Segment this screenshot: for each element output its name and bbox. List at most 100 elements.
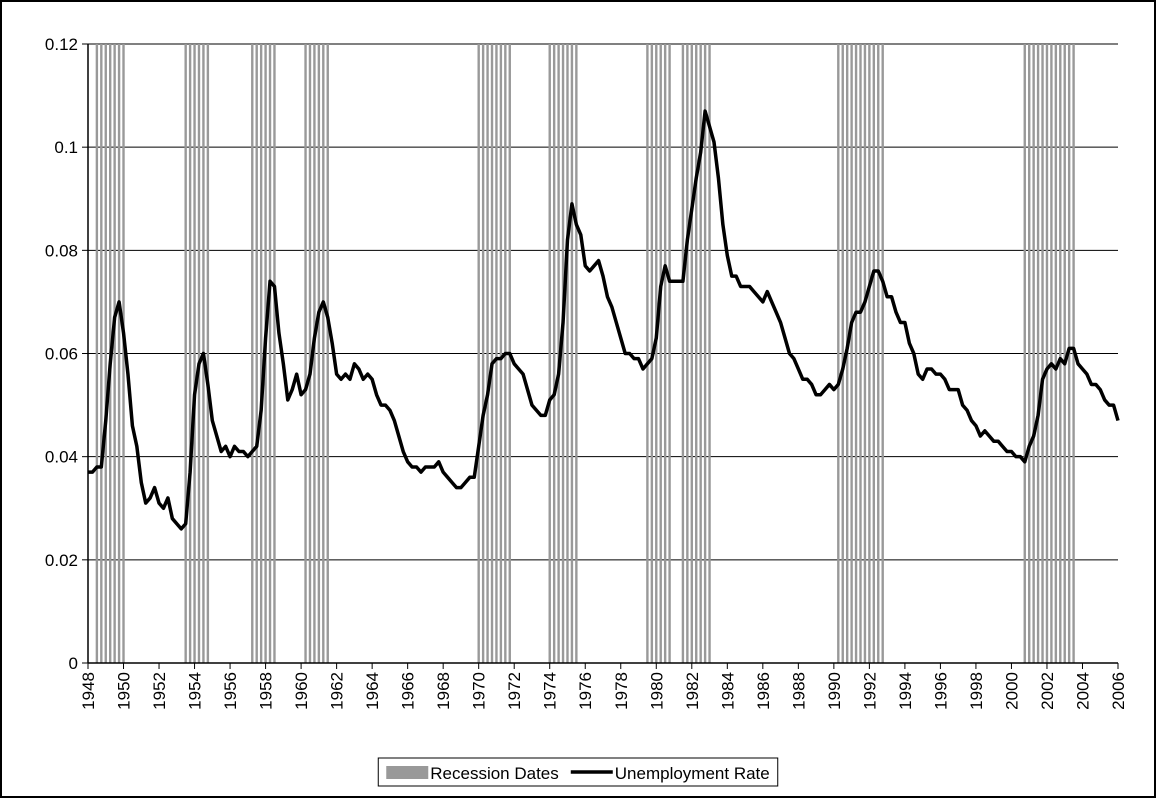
recession-bar (1028, 44, 1031, 663)
recession-bar (690, 44, 693, 663)
recession-bar (699, 44, 702, 663)
recession-bar (490, 44, 494, 663)
recession-bar (570, 44, 574, 663)
recession-bar (877, 44, 880, 663)
recession-bar (561, 44, 565, 663)
recession-bar (100, 44, 103, 663)
x-tick-label: 1980 (647, 672, 666, 710)
recession-bar (681, 44, 685, 663)
x-tick-label: 1978 (612, 672, 631, 710)
lines (88, 109, 1120, 531)
recession-bar (841, 44, 844, 663)
recession-bar (663, 44, 667, 663)
x-tick-label: 1962 (328, 672, 347, 710)
recession-bar (646, 44, 649, 663)
y-tick-label: 0.08 (45, 241, 78, 260)
x-tick-label: 1960 (292, 672, 311, 710)
recession-bar (655, 44, 658, 663)
recession-bar (837, 44, 840, 663)
recession-bar (251, 44, 254, 663)
recession-bar (184, 44, 187, 663)
x-tick-label: 1992 (860, 672, 879, 710)
x-tick-label: 1998 (967, 672, 986, 710)
legend-swatch (386, 766, 429, 779)
recession-bar (1054, 44, 1058, 663)
x-tick-label: 1958 (257, 672, 276, 710)
recession-bar (1036, 44, 1040, 663)
recession-bar (304, 44, 307, 663)
y-tick-label: 0.06 (45, 345, 78, 364)
x-tick-label: 1952 (150, 672, 169, 710)
recession-bar (566, 44, 569, 663)
recession-bar (197, 44, 201, 663)
x-tick-label: 1948 (79, 672, 98, 710)
x-tick-label: 1976 (576, 672, 595, 710)
recession-bar (206, 44, 210, 663)
x-tick-label: 1988 (789, 672, 808, 710)
recession-bar (686, 44, 689, 663)
x-tick-label: 1964 (363, 672, 382, 710)
y-tick-label: 0.1 (54, 138, 78, 157)
recession-bar (499, 44, 503, 663)
recession-bar (1041, 44, 1044, 663)
x-tick-label: 1984 (718, 672, 737, 710)
x-tick-label: 1950 (115, 672, 134, 710)
x-tick-label: 1954 (186, 672, 205, 710)
recession-bar (708, 44, 711, 663)
recession-bar (548, 44, 551, 663)
x-tick-label: 2006 (1109, 672, 1128, 710)
recession-bar (1063, 44, 1066, 663)
recession-bar (859, 44, 862, 663)
recession-bar (863, 44, 867, 663)
recession-bar (1050, 44, 1053, 663)
recession-bar (557, 44, 560, 663)
recession-bar (659, 44, 662, 663)
recession-bar (695, 44, 698, 663)
x-tick-label: 1956 (221, 672, 240, 710)
recession-bar (495, 44, 498, 663)
x-tick-label: 1966 (399, 672, 418, 710)
x-tick-label: 1996 (931, 672, 950, 710)
recession-bar (872, 44, 876, 663)
recession-bar (268, 44, 272, 663)
recession-bar (95, 44, 99, 663)
recession-bar (575, 44, 578, 663)
y-tick-label: 0.12 (45, 35, 78, 54)
legend-label: Unemployment Rate (615, 764, 770, 783)
x-tick-label: 2000 (1002, 672, 1021, 710)
recession-bar (193, 44, 196, 663)
recession-bar (255, 44, 258, 663)
recession-bar (188, 44, 192, 663)
unemployment-line (88, 109, 1120, 531)
recession-bar (273, 44, 276, 663)
y-tick-label: 0.02 (45, 551, 78, 570)
recession-bar (259, 44, 263, 663)
recession-bar (703, 44, 707, 663)
recession-bar (117, 44, 121, 663)
legend-label: Recession Dates (430, 764, 559, 783)
recession-bar (326, 44, 329, 663)
recession-bar (1059, 44, 1062, 663)
recession-bar (477, 44, 480, 663)
recession-bar (481, 44, 485, 663)
x-tick-label: 1990 (825, 672, 844, 710)
x-tick-label: 1986 (754, 672, 773, 710)
x-tick-label: 1974 (541, 672, 560, 710)
recession-bar (850, 44, 853, 663)
x-tick-label: 2004 (1073, 672, 1092, 710)
recession-bar (104, 44, 107, 663)
recession-bar (1032, 44, 1035, 663)
recession-bar (552, 44, 556, 663)
recession-bar (868, 44, 871, 663)
y-tick-label: 0.04 (45, 448, 78, 467)
x-tick-label: 1982 (683, 672, 702, 710)
y-tick-label: 0 (69, 654, 78, 673)
recession-bar (854, 44, 858, 663)
recession-bar (313, 44, 316, 663)
recession-bar (881, 44, 884, 663)
recession-bar (113, 44, 116, 663)
x-tick-label: 2002 (1038, 672, 1057, 710)
x-tick-label: 1994 (896, 672, 915, 710)
x-tick-label: 1970 (470, 672, 489, 710)
axes: 0 0.02 0.04 0.06 0.08 0.1 0.12 1948 1950 1952 1954… (45, 35, 1128, 710)
